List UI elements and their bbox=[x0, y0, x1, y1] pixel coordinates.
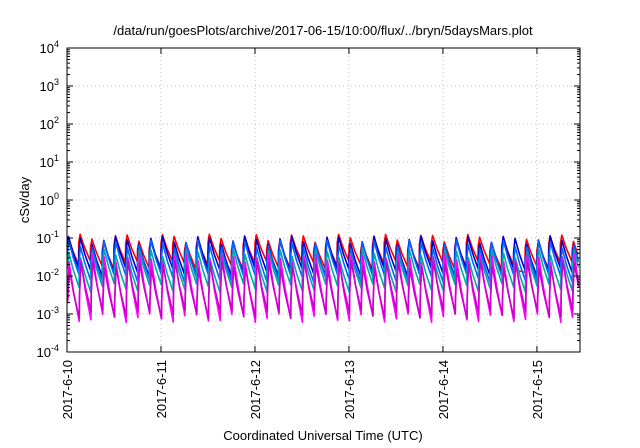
x-tick-label: 2017-6-12 bbox=[248, 360, 263, 419]
x-tick-label: 2017-6-13 bbox=[342, 360, 357, 419]
y-tick-label: 10-3 bbox=[37, 305, 59, 322]
x-tick-label: 2017-6-11 bbox=[154, 360, 169, 418]
y-tick-label: 101 bbox=[40, 153, 59, 170]
series-line bbox=[66, 248, 580, 293]
y-tick-label: 100 bbox=[40, 191, 59, 208]
y-tick-label: 102 bbox=[40, 115, 59, 132]
x-axis-label: Coordinated Universal Time (UTC) bbox=[223, 428, 422, 443]
x-tick-label: 2017-6-14 bbox=[436, 360, 451, 419]
y-tick-label: 10-1 bbox=[37, 229, 59, 246]
x-tick-label: 2017-6-15 bbox=[530, 360, 545, 419]
y-tick-label: 10-4 bbox=[37, 343, 59, 360]
y-tick-label: 10-2 bbox=[37, 267, 59, 284]
series-line bbox=[67, 260, 580, 320]
chart-title: /data/run/goesPlots/archive/2017-06-15/1… bbox=[113, 23, 533, 38]
y-axis-ticks: 10-4 10-3 10-2 10-1 100 101 102 103 104 bbox=[37, 39, 580, 360]
y-axis-label: cSv/day bbox=[17, 176, 32, 223]
x-axis-ticks: 2017-6-10 2017-6-11 2017-6-12 2017-6-13 2017… bbox=[60, 48, 545, 419]
y-tick-label: 104 bbox=[40, 39, 59, 56]
series-group bbox=[66, 233, 580, 324]
y-tick-label: 103 bbox=[40, 77, 59, 94]
x-tick-label: 2017-6-10 bbox=[60, 360, 75, 419]
